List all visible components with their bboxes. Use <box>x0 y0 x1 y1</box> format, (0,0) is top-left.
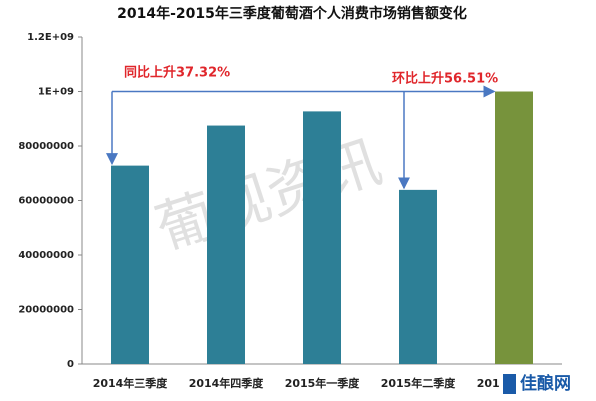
bar <box>111 165 149 364</box>
x-tick-label: 2015年二季度 <box>381 376 457 390</box>
bar <box>495 91 533 364</box>
y-tick-label: 1.2E+09 <box>27 32 74 43</box>
x-tick-label: 2015年一季度 <box>285 376 361 390</box>
bar <box>399 189 437 364</box>
y-tick-label: 60000000 <box>18 196 74 207</box>
bar <box>207 125 245 364</box>
y-tick-label: 0 <box>67 359 74 370</box>
logo-mark <box>503 374 516 394</box>
y-tick-label: 1E+09 <box>38 87 74 98</box>
y-tick-label: 40000000 <box>18 250 74 261</box>
annotation: 同比上升37.32% <box>124 65 230 81</box>
logo: 佳酿网 <box>520 373 571 394</box>
annotation: 环比上升56.51% <box>392 71 498 87</box>
x-tick-label: 2014年四季度 <box>189 376 265 390</box>
x-tick-label: 2014年三季度 <box>93 376 169 390</box>
y-tick-label: 80000000 <box>18 141 74 152</box>
chart-title: 2014年-2015年三季度葡萄酒个人消费市场销售额变化 <box>117 5 467 22</box>
bar <box>303 111 341 364</box>
y-tick-label: 20000000 <box>18 305 74 316</box>
watermark: 葡观资讯 <box>148 127 390 263</box>
